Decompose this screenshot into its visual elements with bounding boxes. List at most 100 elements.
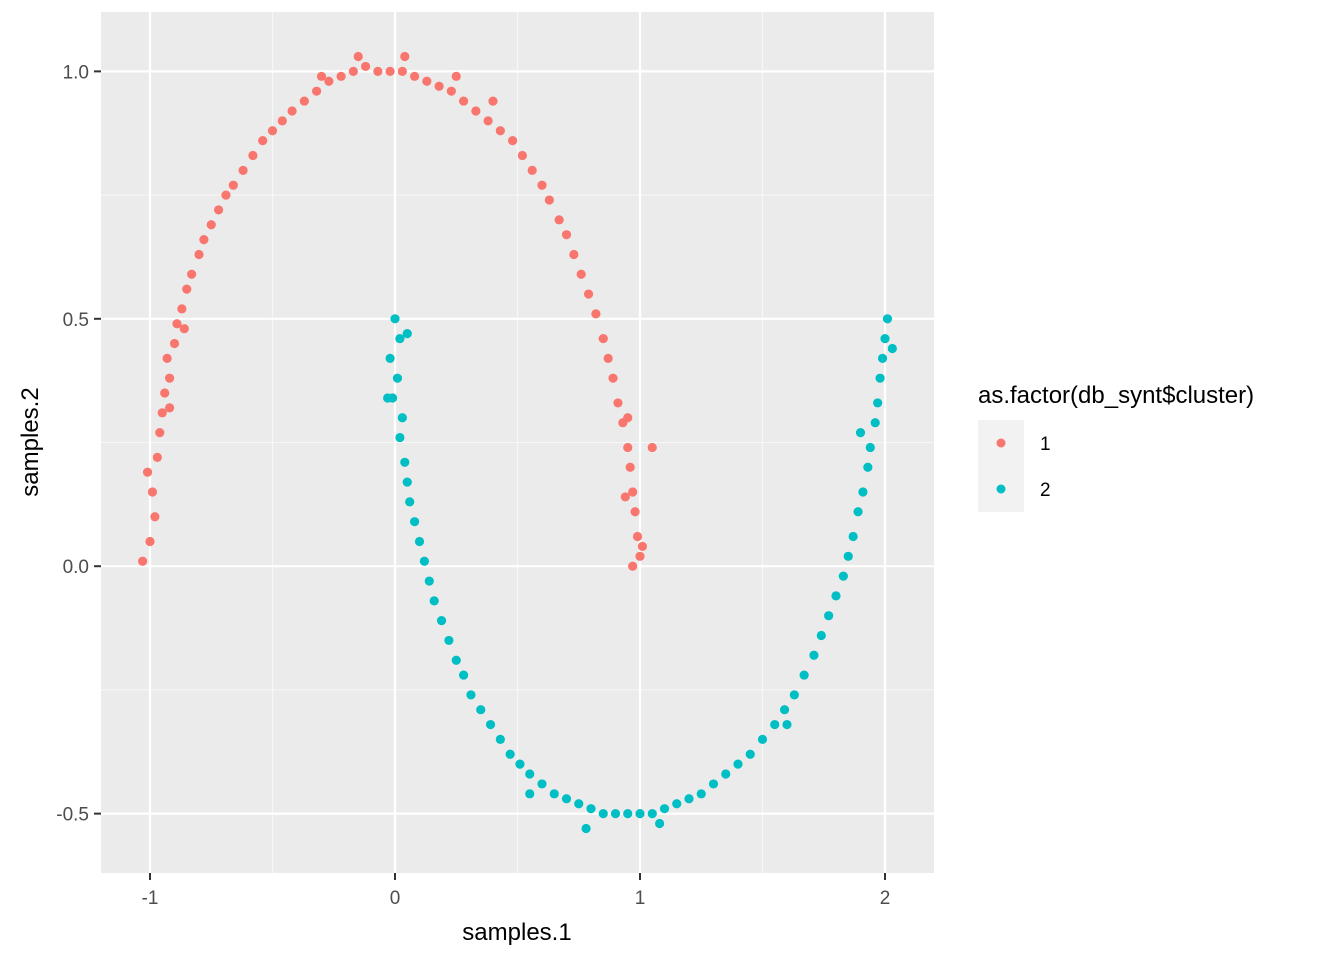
point-cluster-2	[586, 804, 596, 814]
point-cluster-2	[684, 794, 694, 804]
point-cluster-1	[221, 190, 231, 200]
point-cluster-1	[620, 492, 630, 502]
point-cluster-1	[348, 66, 358, 76]
point-cluster-2	[799, 670, 809, 680]
point-cluster-2	[770, 719, 780, 730]
point-cluster-2	[505, 749, 515, 759]
point-cluster-2	[414, 536, 425, 547]
point-cluster-2	[402, 329, 412, 339]
point-cluster-2	[476, 705, 486, 715]
x-tick-label: 1	[635, 888, 646, 909]
point-cluster-2	[525, 789, 535, 799]
point-cluster-1	[495, 126, 505, 136]
point-cluster-1	[400, 51, 410, 62]
point-cluster-2	[402, 477, 412, 487]
y-tick-label: 1.0	[63, 62, 89, 83]
y-tick-label: 0.5	[63, 310, 89, 331]
point-cluster-2	[858, 487, 868, 497]
point-cluster-1	[162, 353, 172, 363]
point-cluster-1	[637, 541, 648, 552]
point-cluster-1	[165, 403, 175, 413]
point-cluster-1	[630, 507, 640, 517]
point-cluster-1	[647, 442, 657, 453]
point-cluster-1	[361, 61, 371, 72]
x-tick-label: 0	[390, 888, 401, 909]
point-cluster-1	[199, 235, 209, 245]
point-cluster-2	[882, 314, 893, 324]
point-cluster-1	[373, 66, 383, 76]
point-cluster-1	[160, 388, 170, 398]
point-cluster-1	[157, 408, 167, 418]
point-cluster-2	[410, 517, 420, 527]
point-cluster-2	[405, 497, 415, 507]
point-cluster-1	[177, 304, 187, 314]
point-cluster-1	[267, 126, 278, 136]
point-cluster-2	[515, 759, 525, 769]
point-cluster-2	[789, 690, 799, 700]
y-tick-label: 0.0	[63, 557, 89, 578]
point-cluster-2	[838, 571, 848, 581]
point-cluster-1	[385, 66, 395, 76]
point-cluster-2	[635, 809, 645, 819]
point-cluster-2	[877, 353, 888, 363]
point-cluster-1	[576, 269, 586, 279]
legend-key-2	[996, 484, 1006, 494]
point-cluster-2	[865, 442, 875, 453]
point-cluster-1	[451, 71, 461, 81]
point-cluster-1	[165, 373, 175, 383]
point-cluster-1	[488, 96, 498, 106]
point-cluster-1	[169, 338, 180, 349]
point-cluster-2	[400, 457, 410, 467]
point-cluster-2	[696, 789, 706, 799]
point-cluster-1	[138, 556, 148, 566]
point-cluster-2	[708, 779, 719, 789]
point-cluster-2	[451, 655, 461, 665]
point-cluster-1	[527, 165, 537, 175]
point-cluster-2	[672, 799, 682, 809]
point-cluster-2	[816, 630, 826, 641]
point-cluster-1	[544, 195, 554, 205]
point-cluster-1	[623, 442, 633, 453]
point-cluster-1	[353, 51, 363, 62]
point-cluster-1	[459, 96, 469, 106]
point-cluster-2	[655, 818, 665, 829]
point-cluster-1	[228, 180, 238, 190]
point-cluster-2	[757, 734, 768, 744]
point-cluster-1	[628, 561, 638, 571]
x-tick-label: 2	[880, 888, 891, 909]
point-cluster-2	[390, 314, 400, 324]
point-cluster-2	[395, 333, 405, 344]
point-cluster-2	[397, 413, 407, 423]
point-cluster-2	[466, 690, 476, 700]
point-cluster-1	[561, 230, 572, 240]
x-axis-title: samples.1	[462, 919, 571, 946]
point-cluster-1	[238, 165, 248, 175]
point-cluster-1	[623, 413, 633, 423]
point-cluster-2	[610, 809, 621, 819]
point-cluster-1	[324, 76, 334, 86]
point-cluster-1	[248, 150, 258, 161]
point-cluster-1	[152, 452, 162, 462]
point-cluster-1	[446, 86, 456, 96]
point-cluster-1	[569, 249, 579, 260]
point-cluster-2	[623, 809, 633, 819]
point-cluster-1	[397, 66, 407, 76]
point-cluster-1	[336, 71, 346, 81]
point-cluster-1	[483, 116, 493, 126]
point-cluster-1	[422, 76, 432, 86]
data-points	[138, 51, 897, 834]
point-cluster-1	[299, 96, 309, 106]
y-axis-title: samples.2	[17, 387, 44, 496]
point-cluster-2	[574, 799, 584, 809]
point-cluster-2	[779, 705, 790, 715]
point-cluster-2	[485, 719, 496, 730]
y-tick-label: -0.5	[56, 805, 89, 826]
point-cluster-2	[659, 804, 670, 814]
point-cluster-1	[179, 324, 189, 334]
point-cluster-2	[525, 769, 535, 779]
legend-title: as.factor(db_synt$cluster)	[978, 382, 1254, 409]
point-cluster-2	[855, 428, 866, 438]
point-cluster-2	[436, 616, 447, 626]
point-cluster-1	[194, 249, 204, 260]
point-cluster-1	[312, 86, 322, 96]
